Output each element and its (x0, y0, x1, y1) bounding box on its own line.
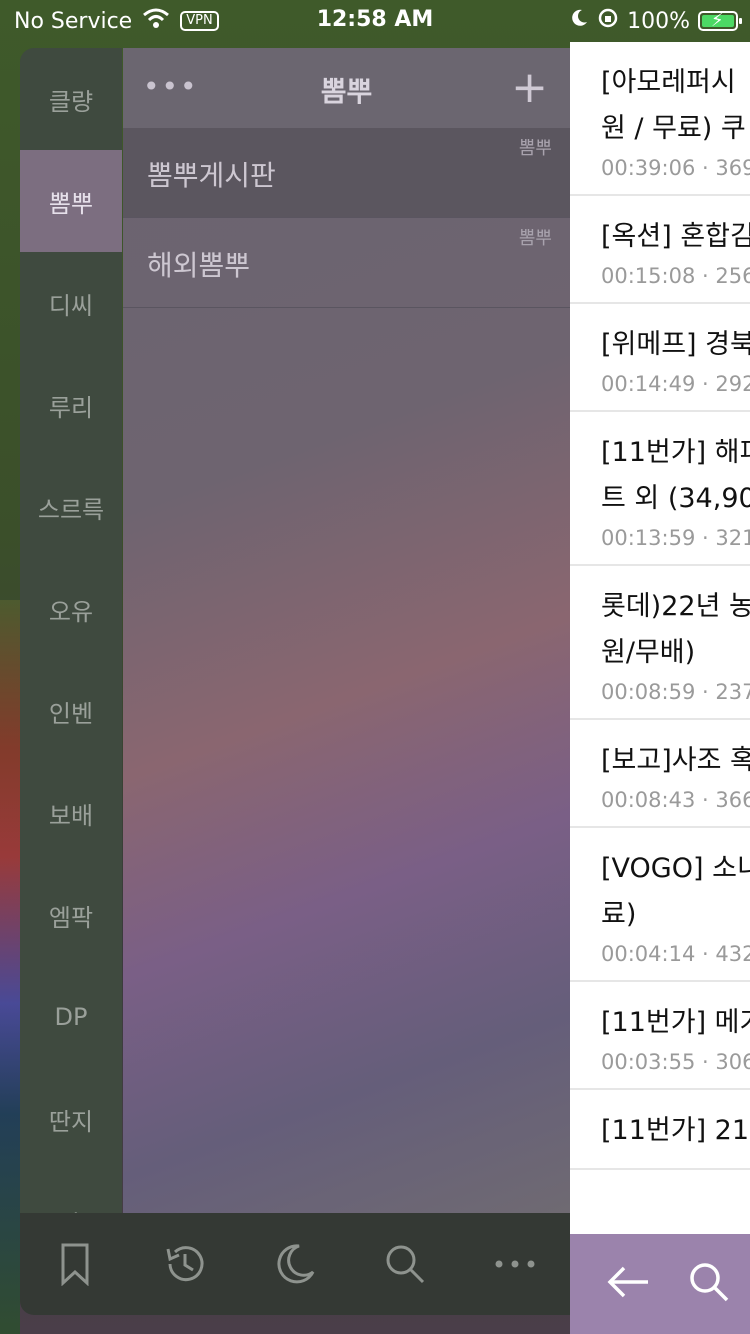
article-title: [아모레퍼시 (601, 60, 750, 106)
article-meta: 00:39:06 · 369 (601, 156, 750, 180)
history-icon[interactable] (155, 1234, 215, 1294)
article-item[interactable]: [11번가] 해피트 외 (34,90 00:13:59 · 3210 (570, 412, 750, 566)
article-item[interactable]: [11번가] 메가 00:03:55 · 306 (570, 982, 750, 1090)
article-title: 롯데)22년 농 (601, 584, 750, 630)
site-item[interactable]: 클량 (20, 48, 122, 150)
article-title: 료) (601, 892, 750, 938)
article-title: [위메프] 경북 (601, 322, 750, 368)
rotation-lock-icon (597, 7, 619, 35)
bookmark-icon[interactable] (45, 1234, 105, 1294)
article-item[interactable]: [11번가] 21년 (570, 1090, 750, 1170)
site-item[interactable]: 오유 (20, 558, 122, 660)
board-tag: 뽐뿌 (519, 224, 552, 250)
battery-icon: ⚡ (698, 11, 738, 31)
article-title: 트 외 (34,90 (601, 476, 750, 522)
article-item[interactable]: [아모레퍼시 원 / 무료) 쿠 00:39:06 · 369 (570, 42, 750, 196)
article-item[interactable]: [옥션] 혼합김 00:15:08 · 256 (570, 196, 750, 304)
article-bottom-nav (570, 1234, 750, 1334)
article-item[interactable]: [VOGO] 소니 료) 00:04:14 · 432 (570, 828, 750, 982)
article-item[interactable]: [위메프] 경북 00:14:49 · 292 (570, 304, 750, 412)
article-title: [11번가] 해피 (601, 430, 750, 476)
article-meta: 00:14:49 · 292 (601, 372, 750, 396)
site-item[interactable]: DP (20, 966, 122, 1068)
back-arrow-icon[interactable] (606, 1264, 650, 1304)
board-item[interactable]: 해외뽐뿌 뽐뿌 (123, 218, 570, 308)
status-right: 100% ⚡ (569, 7, 738, 35)
site-item[interactable]: 딴지 (20, 1068, 122, 1170)
add-board-button[interactable]: + (511, 62, 548, 113)
board-header: ••• 뽐뿌 + (123, 48, 570, 128)
article-item[interactable]: [보고]사조 혹 00:08:43 · 366 (570, 720, 750, 828)
board-item[interactable]: 뽐뿌게시판 뽐뿌 (123, 128, 570, 218)
search-icon[interactable] (688, 1261, 730, 1307)
bottom-toolbar (20, 1213, 570, 1315)
site-item[interactable]: 엠팍 (20, 864, 122, 966)
board-name: 해외뽐뿌 (147, 244, 250, 284)
article-meta: 00:08:59 · 237 (601, 680, 750, 704)
site-item[interactable]: 뽐뿌 (20, 150, 122, 252)
site-item[interactable]: 루리 (20, 354, 122, 456)
site-item[interactable]: 인벤 (20, 660, 122, 762)
article-meta: 00:15:08 · 256 (601, 264, 750, 288)
article-title: [옥션] 혼합김 (601, 214, 750, 260)
article-item[interactable]: 롯데)22년 농 원/무배) 00:08:59 · 237 (570, 566, 750, 720)
article-title: [11번가] 메가 (601, 1000, 750, 1046)
site-item[interactable]: 디씨 (20, 252, 122, 354)
article-title: [보고]사조 혹 (601, 738, 750, 784)
background-stripe (0, 600, 20, 1334)
site-list: 클량뽐뿌디씨루리스르륵오유인벤보배엠팍DP딴지오늘 (20, 48, 122, 1213)
site-item[interactable]: 오늘 (20, 1170, 122, 1213)
board-name: 뽐뿌게시판 (147, 154, 276, 194)
site-item[interactable]: 보배 (20, 762, 122, 864)
article-list: [아모레퍼시 원 / 무료) 쿠 00:39:06 · 369 [옥션] 혼합김 00:… (570, 42, 750, 1234)
moon-status-icon (569, 8, 589, 34)
article-title: 원 / 무료) 쿠 (601, 106, 750, 152)
article-meta: 00:03:55 · 306 (601, 1050, 750, 1074)
article-meta: 00:13:59 · 3210 (601, 526, 750, 550)
moon-icon[interactable] (265, 1234, 325, 1294)
board-tag: 뽐뿌 (519, 134, 552, 160)
board-panel: ••• 뽐뿌 + 뽐뿌게시판 뽐뿌 해외뽐뿌 뽐뿌 (123, 48, 570, 1213)
board-site-title: 뽐뿌 (123, 70, 570, 110)
article-title: [11번가] 21년 (601, 1108, 750, 1154)
article-title: [VOGO] 소니 (601, 846, 750, 892)
search-icon[interactable] (375, 1234, 435, 1294)
more-icon[interactable] (485, 1234, 545, 1294)
site-item[interactable]: 스르륵 (20, 456, 122, 558)
article-title: 원/무배) (601, 630, 750, 676)
article-meta: 00:04:14 · 432 (601, 942, 750, 966)
article-meta: 00:08:43 · 366 (601, 788, 750, 812)
battery-percent: 100% (627, 9, 690, 34)
status-bar: No Service VPN 12:58 AM 100% ⚡ (0, 0, 750, 42)
